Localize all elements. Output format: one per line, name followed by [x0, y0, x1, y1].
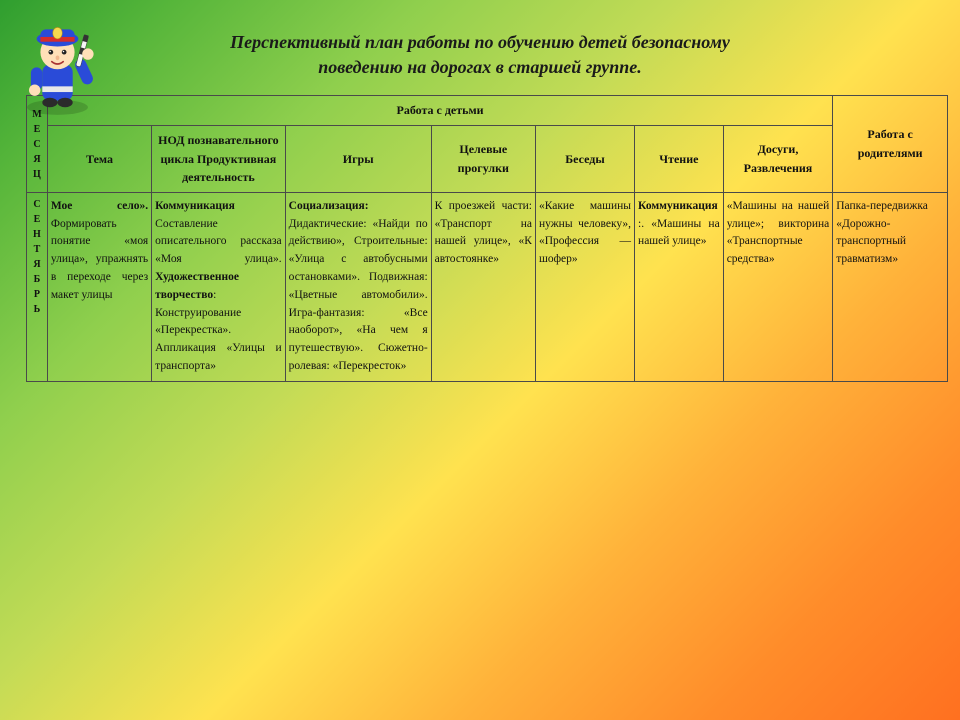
- cell-walks: К проезжей части: «Транспорт на нашей ул…: [431, 192, 535, 381]
- title-line-2: поведению на дорогах в старшей группе.: [318, 57, 641, 77]
- col-theme: Тема: [47, 125, 151, 192]
- page-title: Перспективный план работы по обучению де…: [0, 0, 960, 95]
- cell-games: Социализация: Дидактические: «Найди по д…: [285, 192, 431, 381]
- table-row: СЕНТЯБРЬ Мое село». Формировать понятие …: [27, 192, 948, 381]
- cell-leisure: «Машины на нашей улице»; викторина «Тран…: [723, 192, 833, 381]
- col-nod: НОД познавательного цикла Продуктивная д…: [152, 125, 286, 192]
- col-children: Работа с детьми: [47, 96, 832, 126]
- title-line-1: Перспективный план работы по обучению де…: [230, 32, 730, 52]
- cell-theme: Мое село». Формировать понятие «моя улиц…: [47, 192, 151, 381]
- mascot-icon: [10, 12, 105, 117]
- header-row-2: Тема НОД познавательного цикла Продуктив…: [27, 125, 948, 192]
- col-talks: Беседы: [535, 125, 634, 192]
- slide: Перспективный план работы по обучению де…: [0, 0, 960, 720]
- col-games: Игры: [285, 125, 431, 192]
- plan-table: МЕСЯЦ Работа с детьми Работа с родителям…: [26, 95, 948, 382]
- col-reading: Чтение: [635, 125, 724, 192]
- header-row-1: МЕСЯЦ Работа с детьми Работа с родителям…: [27, 96, 948, 126]
- table-container: МЕСЯЦ Работа с детьми Работа с родителям…: [0, 95, 960, 382]
- col-leisure: Досуги, Развлечения: [723, 125, 833, 192]
- cell-nod: Коммуникация Составление описательного р…: [152, 192, 286, 381]
- cell-parents: Папка-передвижка «Дорожно-транспортный т…: [833, 192, 948, 381]
- col-walks: Целевые прогулки: [431, 125, 535, 192]
- col-parents: Работа с родителями: [833, 96, 948, 192]
- cell-month: СЕНТЯБРЬ: [27, 192, 48, 381]
- cell-reading: Коммуникация:. «Машины на нашей улице»: [635, 192, 724, 381]
- cell-talks: «Какие машины нужны человеку», «Професси…: [535, 192, 634, 381]
